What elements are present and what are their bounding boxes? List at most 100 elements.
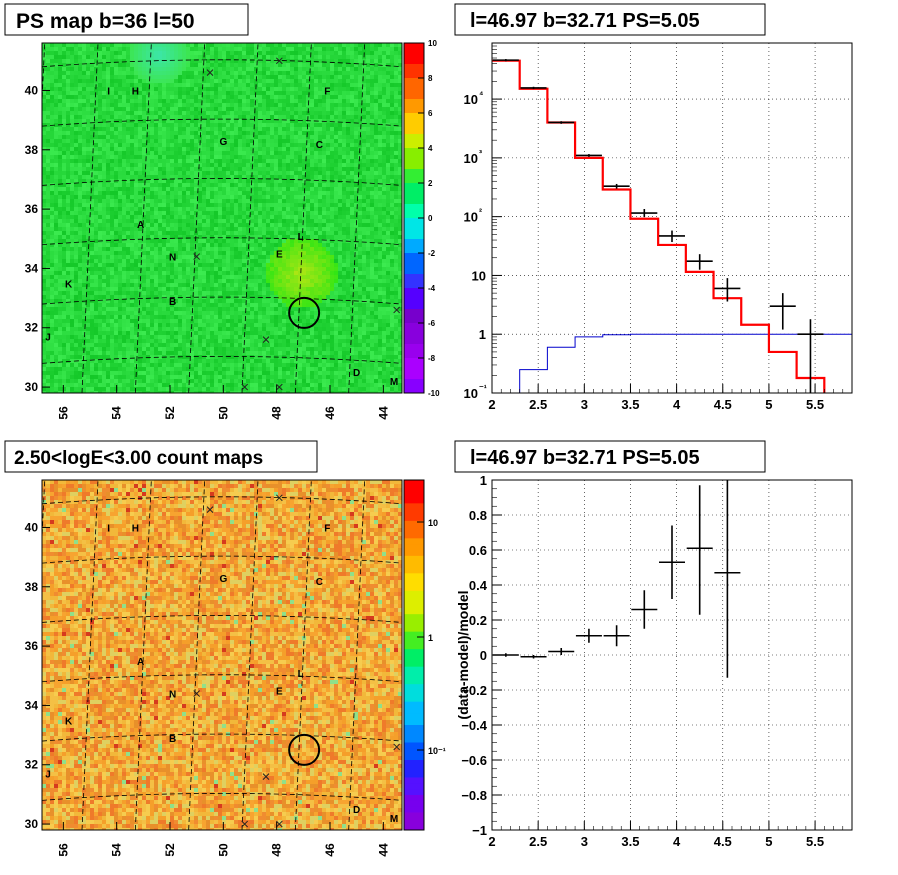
- heatmap-cell: [218, 351, 223, 356]
- heatmap-cell: [66, 315, 71, 320]
- heatmap-cell: [226, 307, 231, 312]
- heatmap-cell: [166, 147, 171, 152]
- heatmap-cell: [50, 327, 55, 332]
- heatmap-cell: [138, 335, 143, 340]
- heatmap-cell: [94, 135, 99, 140]
- heatmap-cell: [214, 159, 219, 164]
- heatmap-cell: [90, 119, 95, 124]
- heatmap-cell: [182, 147, 187, 152]
- heatmap-cell: [74, 387, 79, 392]
- heatmap-cell: [50, 179, 55, 184]
- heatmap-cell: [258, 343, 263, 348]
- heatmap-cell: [222, 371, 227, 376]
- heatmap-cell: [198, 167, 203, 172]
- heatmap-cell: [86, 75, 91, 80]
- heatmap-cell: [154, 343, 159, 348]
- heatmap-cell: [142, 47, 147, 52]
- heatmap-cell: [178, 83, 183, 88]
- heatmap-cell: [42, 339, 47, 344]
- heatmap-cell: [206, 59, 211, 64]
- heatmap-cell: [262, 179, 267, 184]
- heatmap-cell: [174, 359, 179, 364]
- heatmap-cell: [178, 115, 183, 120]
- heatmap-cell: [154, 303, 159, 308]
- heatmap-cell: [154, 259, 159, 264]
- heatmap-cell: [234, 283, 239, 288]
- heatmap-cell: [254, 387, 259, 392]
- heatmap-cell: [218, 171, 223, 176]
- heatmap-cell: [50, 119, 55, 124]
- heatmap-cell: [66, 239, 71, 244]
- heatmap-cell: [86, 399, 90, 403]
- heatmap-cell: [174, 183, 179, 188]
- heatmap-cell: [186, 143, 191, 148]
- heatmap-cell: [242, 383, 247, 388]
- heatmap-cell: [162, 255, 167, 260]
- heatmap-cell: [246, 79, 251, 84]
- heatmap-cell: [218, 331, 223, 336]
- heatmap-cell: [114, 311, 119, 316]
- heatmap-cell: [254, 127, 259, 132]
- heatmap-cell: [54, 131, 59, 136]
- heatmap-cell: [198, 347, 203, 352]
- heatmap-cell: [110, 359, 115, 364]
- heatmap-cell: [66, 363, 71, 368]
- heatmap-cell: [250, 307, 255, 312]
- heatmap-cell: [258, 199, 263, 204]
- heatmap-cell: [90, 51, 95, 56]
- heatmap-cell: [158, 263, 163, 268]
- heatmap-cell: [202, 135, 207, 140]
- heatmap-cell: [42, 211, 47, 216]
- heatmap-cell: [150, 319, 155, 324]
- heatmap-cell: [102, 183, 107, 188]
- heatmap-cell: [170, 203, 175, 208]
- heatmap-cell: [110, 151, 115, 156]
- heatmap-cell: [70, 115, 75, 120]
- heatmap-cell: [206, 139, 211, 144]
- heatmap-cell: [194, 335, 199, 340]
- heatmap-cell: [178, 387, 183, 392]
- heatmap-cell: [222, 287, 227, 292]
- heatmap-cell: [138, 251, 143, 256]
- heatmap-cell: [218, 391, 223, 393]
- heatmap-cell: [210, 323, 215, 328]
- heatmap-cell: [234, 107, 239, 112]
- heatmap-cell: [94, 279, 99, 284]
- heatmap-cell: [190, 287, 195, 292]
- heatmap-cell: [250, 291, 255, 296]
- heatmap-cell: [186, 283, 191, 288]
- heatmap-cell: [78, 51, 83, 56]
- heatmap-cell: [198, 179, 203, 184]
- heatmap-cell: [210, 87, 215, 92]
- heatmap-cell: [54, 135, 59, 140]
- heatmap-cell: [250, 83, 255, 88]
- heatmap-cell: [58, 159, 63, 164]
- heatmap-cell: [70, 263, 75, 268]
- heatmap-cell: [50, 135, 55, 140]
- heatmap-cell: [198, 275, 203, 280]
- heatmap-cell: [42, 395, 46, 399]
- heatmap-cell: [174, 331, 179, 336]
- heatmap-cell: [206, 363, 211, 368]
- heatmap-cell: [142, 163, 147, 168]
- heatmap-cell: [158, 43, 163, 48]
- heatmap-cell: [178, 99, 183, 104]
- heatmap-cell: [190, 51, 195, 56]
- heatmap-cell: [82, 83, 87, 88]
- heatmap-cell: [226, 151, 231, 156]
- heatmap-cell: [90, 315, 95, 320]
- heatmap-cell: [210, 223, 215, 228]
- heatmap-cell: [234, 291, 239, 296]
- heatmap-cell: [214, 191, 219, 196]
- heatmap-cell: [214, 251, 219, 256]
- heatmap-cell: [118, 47, 123, 52]
- heatmap-cell: [246, 311, 251, 316]
- heatmap-cell: [242, 247, 247, 252]
- heatmap-cell: [82, 371, 87, 376]
- heatmap-cell: [66, 151, 71, 156]
- heatmap-cell: [242, 51, 247, 56]
- heatmap-cell: [158, 355, 163, 360]
- heatmap-cell: [66, 47, 71, 52]
- heatmap-cell: [94, 215, 99, 220]
